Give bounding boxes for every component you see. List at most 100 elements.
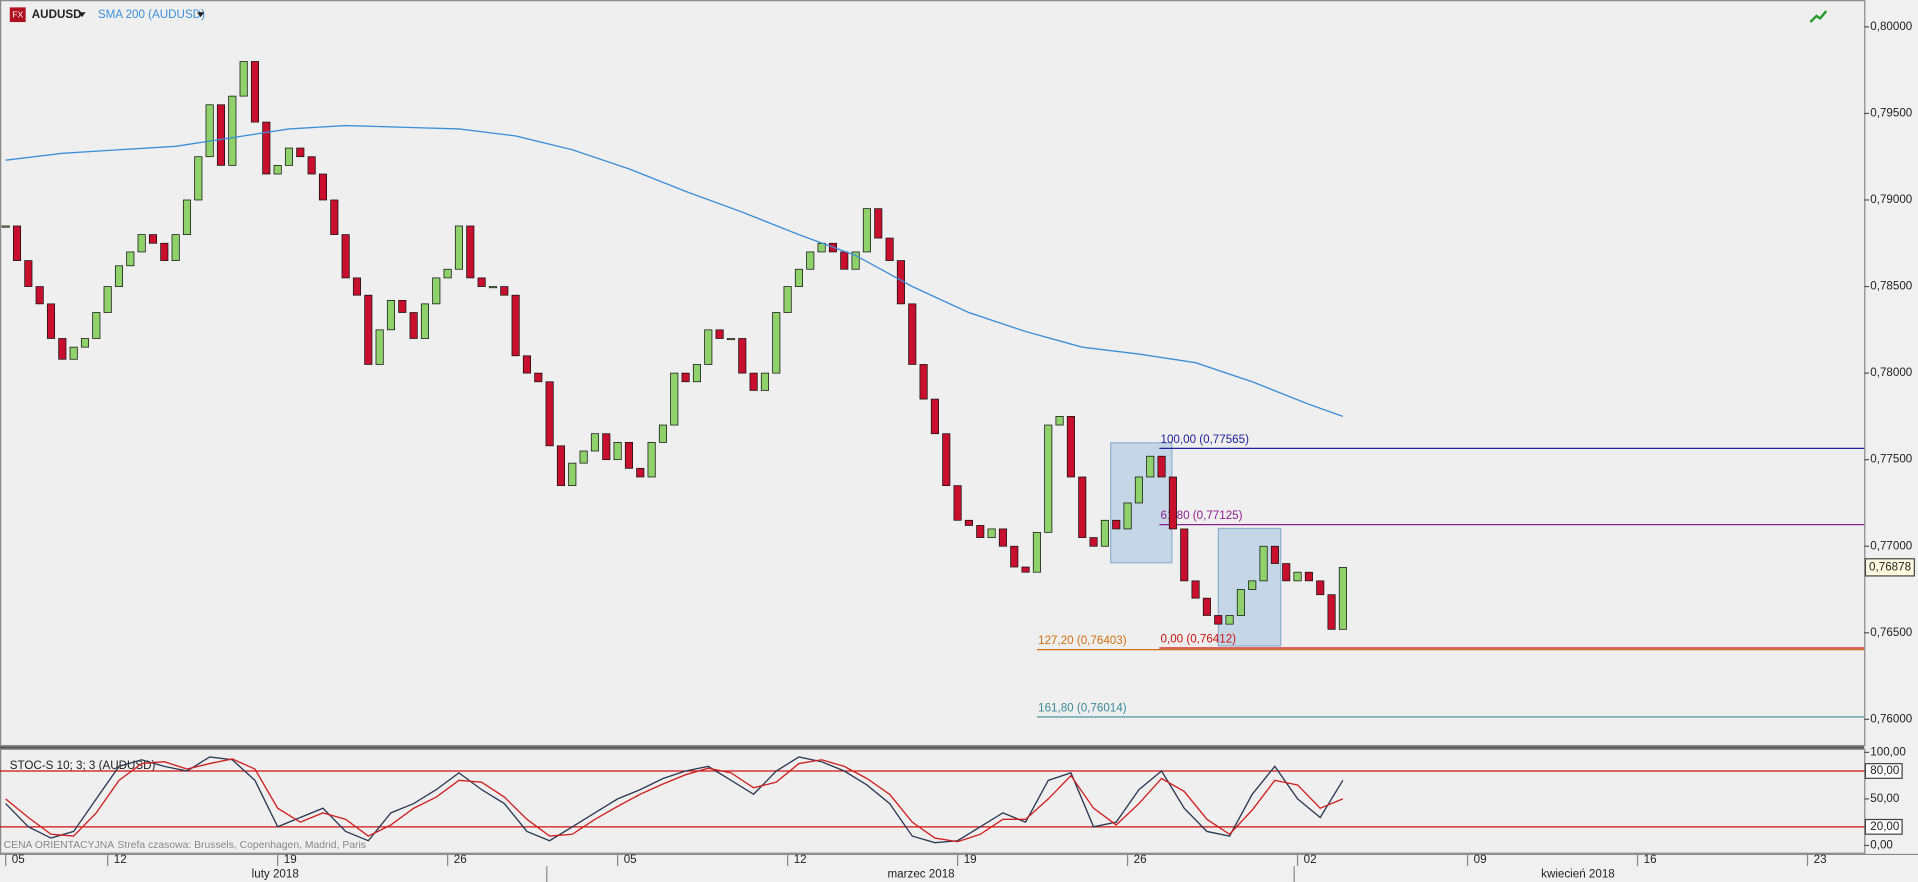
candle	[103, 286, 112, 313]
dropdown[interactable]	[78, 12, 86, 18]
fib-label: 61,80 (0,77125)	[1161, 509, 1243, 522]
candle	[228, 95, 237, 166]
candle	[556, 445, 565, 487]
candle	[942, 433, 951, 487]
candle	[579, 450, 588, 464]
candle	[250, 61, 260, 123]
candle	[885, 237, 894, 261]
candle	[613, 441, 622, 461]
candle	[69, 346, 78, 360]
candle	[1282, 563, 1291, 582]
y-tick-label: 0,78500	[1870, 280, 1912, 293]
candle	[1, 225, 10, 228]
fx-icon-text: FX	[12, 10, 23, 20]
candle	[590, 433, 599, 452]
candle	[602, 433, 611, 461]
stoch-panel	[0, 748, 1866, 854]
candle	[998, 528, 1007, 547]
y-tick-label: 0,79000	[1870, 193, 1912, 206]
candle	[534, 372, 543, 383]
candle	[964, 519, 973, 526]
sma-line	[5, 124, 1344, 418]
y-tick-label: 50,00	[1870, 792, 1899, 805]
dropdown[interactable]	[196, 12, 205, 18]
candle	[1236, 589, 1245, 616]
candle	[908, 303, 917, 365]
x-tick-label: 26	[1134, 853, 1147, 866]
y-tick-label: 0,79500	[1870, 106, 1912, 119]
candle	[953, 485, 962, 521]
candle	[1134, 476, 1143, 504]
candle	[1157, 455, 1166, 478]
candle	[1055, 416, 1064, 426]
candle	[239, 61, 248, 97]
candle	[171, 234, 180, 261]
candle	[284, 147, 294, 166]
candle	[46, 303, 56, 339]
month-label: marzec 2018	[888, 868, 955, 881]
candle	[296, 147, 305, 158]
y-tick-label: 20,00	[1870, 820, 1899, 833]
candle	[1089, 537, 1098, 547]
candle	[511, 294, 520, 357]
candle	[715, 329, 724, 339]
candle	[488, 286, 497, 289]
stoch-title[interactable]: STOC-S 10; 3; 3 (AUDUSD)	[10, 759, 156, 772]
candle	[1100, 519, 1109, 547]
candle	[216, 104, 226, 166]
fib-label: 0,00 (0,76412)	[1161, 633, 1237, 646]
candle	[726, 338, 735, 341]
y-tick-label: 0,77000	[1870, 539, 1912, 552]
y-tick-label: 100,00	[1870, 745, 1906, 758]
y-tick-label: 0,80000	[1870, 20, 1912, 33]
candle	[500, 286, 509, 296]
indicator-name[interactable]: SMA 200 (AUDUSD)	[98, 8, 205, 21]
candle	[1112, 519, 1121, 530]
candle	[692, 364, 701, 383]
footer: CENA ORIENTACYJNA	[4, 840, 115, 851]
candle	[760, 372, 769, 391]
candle	[704, 329, 713, 365]
candle	[58, 338, 67, 360]
candle	[1146, 455, 1155, 478]
candle	[24, 260, 33, 287]
candle	[647, 441, 656, 478]
candle	[364, 294, 373, 365]
candle	[1327, 594, 1336, 630]
candle	[160, 242, 169, 261]
candle	[1225, 615, 1234, 625]
level-box	[1864, 818, 1903, 835]
x-tick-label: 19	[284, 853, 297, 866]
candle	[477, 277, 486, 287]
candle	[772, 312, 781, 374]
candle	[636, 467, 645, 478]
symbol[interactable]: AUDUSD	[32, 8, 82, 21]
candle	[738, 338, 747, 374]
y-tick-label: 0,00	[1870, 839, 1893, 852]
candle	[92, 312, 101, 339]
candle	[522, 355, 531, 374]
candle	[432, 277, 441, 305]
x-tick-label: 26	[454, 853, 467, 866]
candle	[862, 208, 871, 253]
candle	[1180, 528, 1189, 582]
x-tick-label: 19	[964, 853, 977, 866]
candle	[545, 381, 554, 447]
trend-icon[interactable]	[1809, 10, 1828, 23]
y-tick-label: 0,76000	[1870, 712, 1912, 725]
candle	[1044, 424, 1053, 533]
candle	[318, 173, 328, 201]
candle	[307, 156, 316, 175]
candle	[1293, 571, 1302, 582]
candle	[1316, 580, 1325, 596]
candle	[930, 398, 939, 435]
fx-icon[interactable]	[9, 7, 26, 23]
candle	[126, 251, 135, 267]
month-label: kwiecień 2018	[1541, 868, 1615, 881]
candle	[114, 265, 124, 287]
candle	[420, 303, 430, 339]
candle	[1191, 580, 1200, 599]
candle	[1032, 532, 1041, 573]
candle	[182, 199, 192, 235]
x-tick-label: 12	[114, 853, 127, 866]
